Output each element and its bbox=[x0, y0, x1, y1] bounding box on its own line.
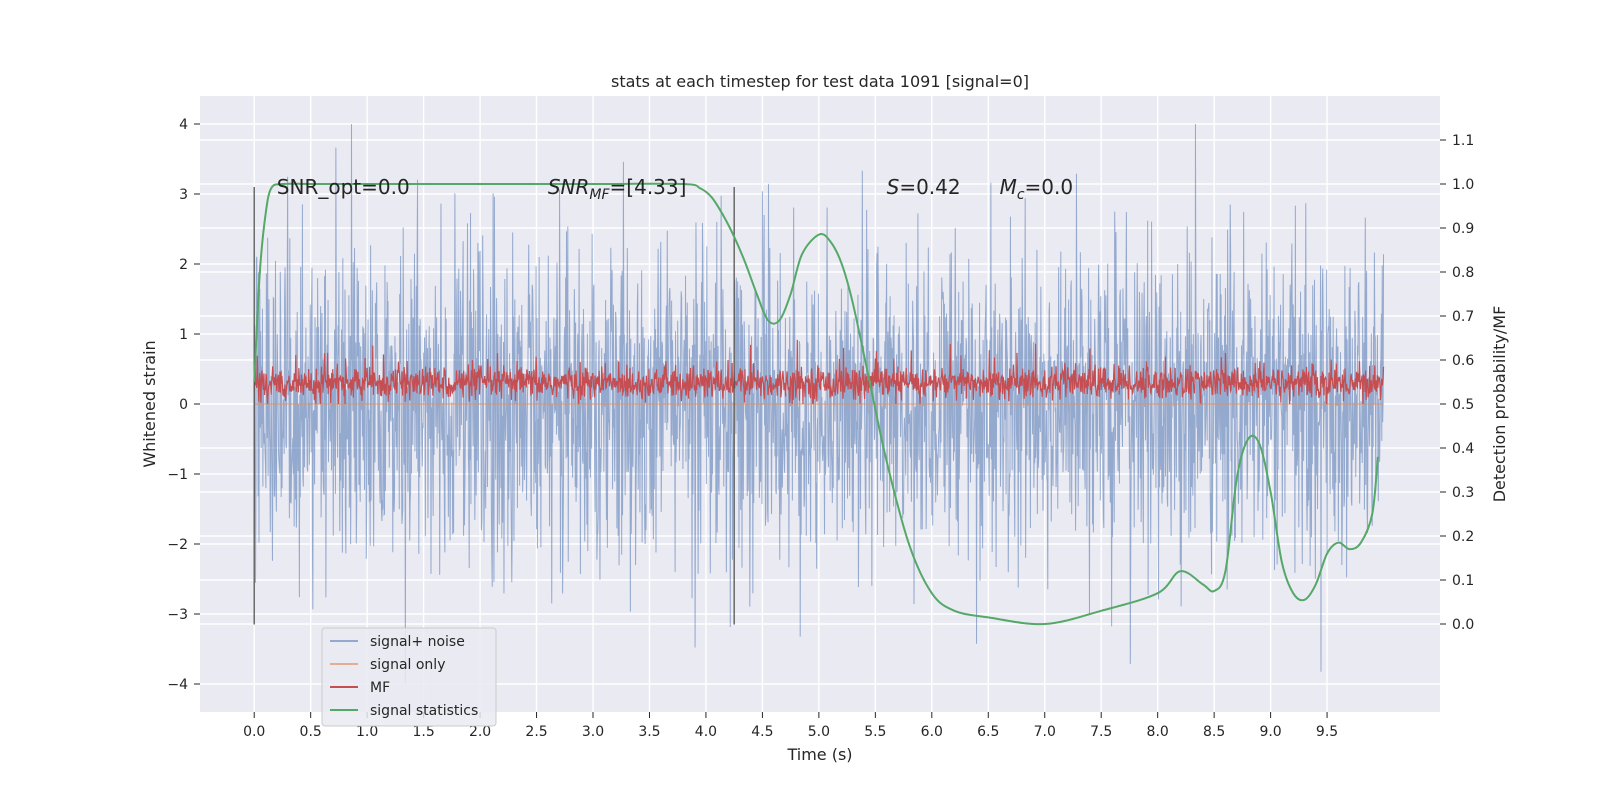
chart-title: stats at each timestep for test data 109… bbox=[611, 72, 1029, 91]
y-tick-label-right-0: 0.0 bbox=[1452, 617, 1474, 633]
legend: signal+ noise signal only MF signal stat… bbox=[321, 627, 497, 727]
y-tick-label-right-8: 0.8 bbox=[1452, 265, 1474, 281]
x-axis-label: Time (s) bbox=[786, 745, 852, 764]
y-tick-label-right-10: 1.0 bbox=[1452, 177, 1474, 193]
x-tick-label-12: 6.0 bbox=[921, 724, 943, 740]
series-signal-statistics bbox=[253, 182, 1379, 626]
y-axis-label-right: Detection probability/MF bbox=[1490, 306, 1509, 503]
x-tick-label-15: 7.5 bbox=[1090, 724, 1112, 740]
x-tick-label-16: 8.0 bbox=[1147, 724, 1169, 740]
x-tick-label-18: 9.0 bbox=[1259, 724, 1281, 740]
x-tick-label-7: 3.5 bbox=[638, 724, 660, 740]
y-tick-label-left-0: −4 bbox=[167, 677, 188, 693]
legend-label-signal-only: signal only bbox=[370, 657, 445, 673]
x-tick-label-14: 7.0 bbox=[1034, 724, 1056, 740]
y-tick-label-left-2: −2 bbox=[167, 537, 188, 553]
y-tick-label-left-3: −1 bbox=[167, 467, 188, 483]
x-tick-label-4: 2.0 bbox=[469, 724, 491, 740]
y-axis-right-ticks: 0.0 0.1 0.2 0.3 0.4 0.5 0.6 0.7 0.8 0.9 1.0 1.1 bbox=[1440, 133, 1474, 633]
y-tick-label-right-6: 0.6 bbox=[1452, 353, 1474, 369]
y-tick-label-left-8: 4 bbox=[179, 117, 188, 133]
y-tick-label-left-7: 3 bbox=[179, 187, 188, 203]
y-tick-label-right-11: 1.1 bbox=[1452, 133, 1474, 149]
x-tick-label-9: 4.5 bbox=[751, 724, 773, 740]
annotation-1: SNRMF=[4.33] bbox=[548, 175, 687, 203]
y-tick-label-right-7: 0.7 bbox=[1452, 309, 1474, 325]
y-tick-label-left-5: 1 bbox=[179, 327, 188, 343]
legend-label-signal-plus-noise: signal+ noise bbox=[370, 634, 465, 650]
legend-box bbox=[321, 627, 497, 727]
x-tick-label-17: 8.5 bbox=[1203, 724, 1225, 740]
x-tick-label-5: 2.5 bbox=[525, 724, 547, 740]
x-tick-label-3: 1.5 bbox=[412, 724, 434, 740]
y-tick-label-right-3: 0.3 bbox=[1452, 485, 1474, 501]
y-tick-label-right-5: 0.5 bbox=[1452, 397, 1474, 413]
legend-label-mf: MF bbox=[370, 680, 390, 696]
y-tick-label-left-1: −3 bbox=[167, 607, 188, 623]
annotation-3: Mc=0.0 bbox=[1000, 175, 1074, 203]
y-tick-label-right-1: 0.1 bbox=[1452, 573, 1474, 589]
y-tick-label-right-4: 0.4 bbox=[1452, 441, 1474, 457]
x-tick-label-11: 5.5 bbox=[864, 724, 886, 740]
vertical-markers bbox=[253, 187, 735, 625]
x-tick-label-8: 4.0 bbox=[695, 724, 717, 740]
annotations: SNR_opt=0.0 SNRMF=[4.33] S=0.42 Mc=0.0 bbox=[277, 175, 1073, 203]
line-signal-plus-noise bbox=[253, 123, 1385, 685]
series-mf bbox=[253, 339, 1385, 405]
y-tick-label-right-9: 0.9 bbox=[1452, 221, 1474, 237]
line-signal-statistics bbox=[253, 182, 1379, 626]
y-axis-left-ticks: −4 −3 −2 −1 0 1 2 3 4 bbox=[167, 117, 200, 693]
y-tick-label-left-6: 2 bbox=[179, 257, 188, 273]
legend-label-signal-statistics: signal statistics bbox=[370, 703, 478, 719]
y-tick-label-left-4: 0 bbox=[179, 397, 188, 413]
x-tick-label-1: 0.5 bbox=[300, 724, 322, 740]
x-tick-label-6: 3.0 bbox=[582, 724, 604, 740]
x-tick-label-13: 6.5 bbox=[977, 724, 999, 740]
x-tick-label-19: 9.5 bbox=[1316, 724, 1338, 740]
y-tick-label-right-2: 0.2 bbox=[1452, 529, 1474, 545]
y-axis-label-left: Whitened strain bbox=[140, 340, 159, 467]
x-axis-ticks: 0.0 0.5 1.0 1.5 2.0 2.5 3.0 3.5 4.0 4.5 5.0 5.5 6.0 6… bbox=[243, 712, 1338, 740]
annotation-2: S=0.42 bbox=[887, 175, 961, 199]
line-mf bbox=[253, 339, 1385, 405]
x-tick-label-0: 0.0 bbox=[243, 724, 265, 740]
x-tick-label-2: 1.0 bbox=[356, 724, 378, 740]
series-signal-plus-noise bbox=[253, 123, 1385, 685]
annotation-0: SNR_opt=0.0 bbox=[277, 175, 410, 199]
x-tick-label-10: 5.0 bbox=[808, 724, 830, 740]
